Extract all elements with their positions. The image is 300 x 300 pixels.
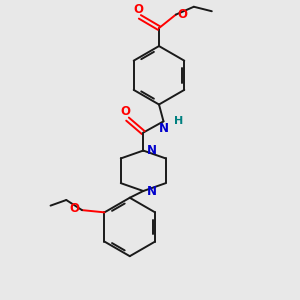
Text: H: H [174, 116, 183, 126]
Text: O: O [120, 105, 130, 118]
Text: O: O [177, 8, 187, 21]
Text: O: O [70, 202, 80, 215]
Text: O: O [134, 3, 144, 16]
Text: N: N [158, 122, 169, 136]
Text: N: N [147, 144, 157, 157]
Text: N: N [147, 184, 157, 197]
